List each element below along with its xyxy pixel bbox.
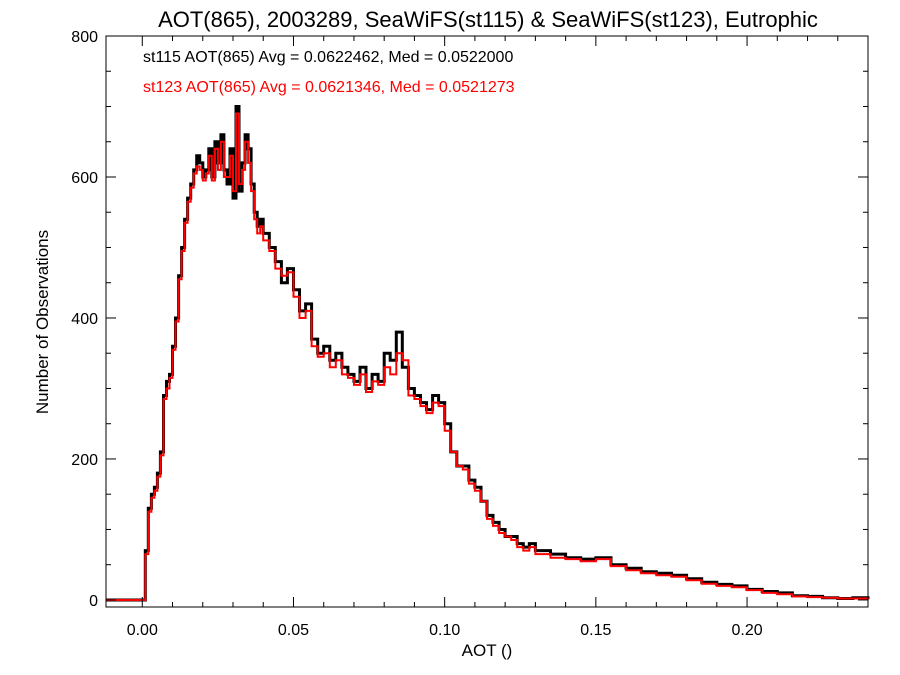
- stats-annotation-st123: st123 AOT(865) Avg = 0.0621346, Med = 0.…: [143, 79, 515, 96]
- x-axis-ticks: 0.00 0.05 0.10 0.15 0.20: [127, 36, 839, 639]
- chart-title: AOT(865), 2003289, SeaWiFS(st115) & SeaW…: [158, 7, 818, 32]
- x-tick-label: 0.10: [429, 622, 460, 639]
- series-line-st115: [106, 105, 870, 602]
- x-axis-label: AOT (): [462, 641, 513, 660]
- x-tick-label: 0.15: [580, 622, 611, 639]
- y-tick-label: 800: [71, 29, 98, 46]
- y-tick-label: 600: [71, 170, 98, 187]
- y-tick-label: 400: [71, 311, 98, 328]
- stats-annotation-st115: st115 AOT(865) Avg = 0.0622462, Med = 0.…: [143, 49, 513, 66]
- series-layer: [106, 105, 870, 602]
- x-tick-label: 0.20: [731, 622, 762, 639]
- y-axis-label: Number of Observations: [33, 230, 52, 414]
- y-axis-ticks: 0 200 400 600 800: [71, 29, 868, 610]
- y-tick-label: 200: [71, 452, 98, 469]
- y-tick-label: 0: [89, 593, 98, 610]
- plot-frame: [105, 35, 869, 608]
- x-tick-label: 0.00: [127, 622, 158, 639]
- x-tick-label: 0.05: [278, 622, 309, 639]
- series-line-st123: [106, 112, 869, 601]
